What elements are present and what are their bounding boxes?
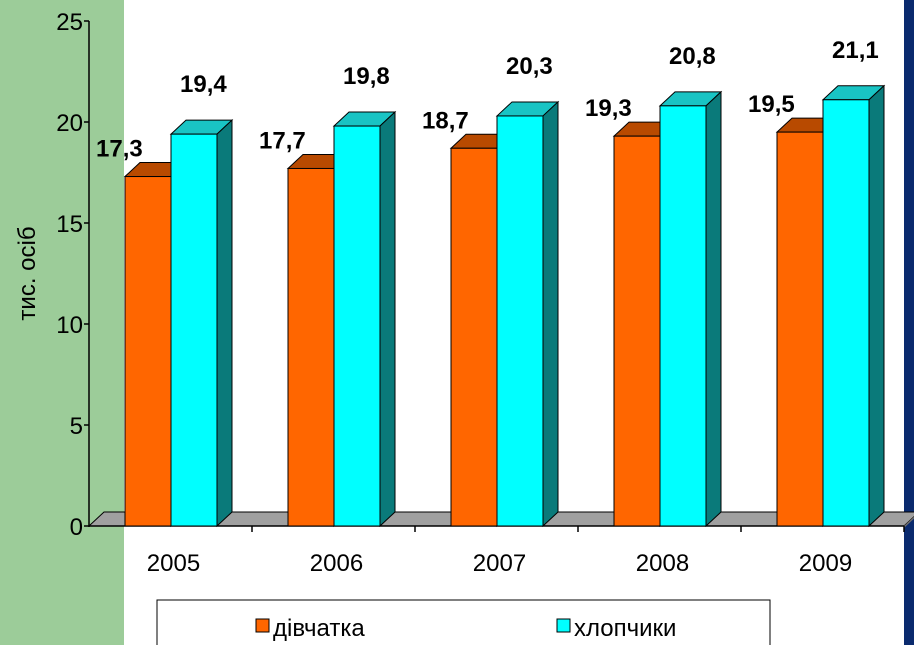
bar-front-face (450, 147, 498, 527)
data-label: 19,4 (180, 71, 227, 98)
legend-swatch-girls (255, 618, 270, 633)
bar (658, 90, 723, 528)
bar (495, 100, 560, 528)
bar-front-face (170, 133, 218, 527)
bar-front-face (822, 99, 870, 527)
x-tick-label: 2005 (147, 550, 200, 577)
y-tick-label: 25 (56, 9, 83, 36)
data-label: 19,3 (585, 95, 632, 122)
left-background-panel (0, 0, 124, 645)
legend-swatch-boys (556, 618, 571, 633)
bars (123, 84, 886, 528)
bar-side-face (216, 118, 233, 528)
bar (332, 110, 397, 528)
legend: дівчатка хлопчики (156, 599, 771, 645)
right-background-panel (904, 0, 914, 645)
y-tick-label: 10 (56, 312, 83, 339)
legend-label-boys: хлопчики (574, 615, 676, 642)
y-tick-label: 0 (70, 514, 83, 541)
bar-side-face (379, 110, 396, 528)
data-label: 18,7 (422, 107, 469, 134)
data-label: 19,5 (748, 91, 795, 118)
bar-side-face (542, 100, 559, 528)
bar-front-face (496, 115, 544, 527)
bar-front-face (124, 176, 172, 527)
data-label: 19,8 (343, 63, 390, 90)
bar-front-face (287, 167, 335, 527)
legend-box (156, 599, 771, 645)
bar (169, 118, 234, 528)
y-tick-label: 5 (70, 413, 83, 440)
bar-side-face (868, 84, 885, 528)
data-labels: 17,3 17,7 18,7 19,3 19,5 19,4 19,8 20,3 20,8 21,1 (96, 37, 879, 163)
bar-side-face (705, 90, 722, 528)
y-tick-label: 15 (56, 211, 83, 238)
bar-front-face (333, 125, 381, 527)
data-label: 17,3 (96, 136, 143, 163)
x-tick-label: 2006 (310, 550, 363, 577)
x-tick-label: 2007 (473, 550, 526, 577)
y-tick-label: 20 (56, 110, 83, 137)
bar (821, 84, 886, 528)
data-label: 21,1 (832, 37, 879, 64)
data-label: 20,3 (506, 53, 553, 80)
data-label: 17,7 (259, 127, 306, 154)
bar-front-face (613, 135, 661, 527)
bar-front-face (659, 105, 707, 527)
bar-front-face (776, 131, 824, 527)
x-tick-label: 2008 (636, 550, 689, 577)
axes: 0 5 10 15 20 25 2005 2006 2007 2008 2009 (56, 9, 905, 577)
x-tick-label: 2009 (799, 550, 852, 577)
legend-label-girls: дівчатка (273, 615, 365, 642)
floor-edge (904, 516, 914, 528)
y-axis-label: тис. осіб (14, 226, 41, 320)
data-label: 20,8 (669, 43, 716, 70)
